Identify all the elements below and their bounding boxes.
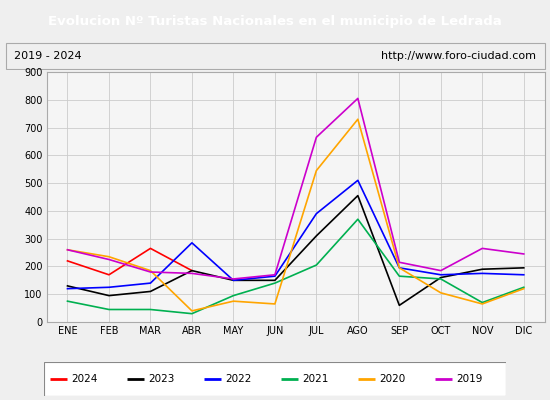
Text: 2022: 2022 — [225, 374, 251, 384]
Text: 2019: 2019 — [456, 374, 482, 384]
Text: http://www.foro-ciudad.com: http://www.foro-ciudad.com — [381, 51, 536, 61]
Text: Evolucion Nº Turistas Nacionales en el municipio de Ledrada: Evolucion Nº Turistas Nacionales en el m… — [48, 14, 502, 28]
Text: 2023: 2023 — [148, 374, 174, 384]
Text: 2024: 2024 — [71, 374, 97, 384]
Text: 2021: 2021 — [302, 374, 328, 384]
Text: 2020: 2020 — [379, 374, 405, 384]
Text: 2019 - 2024: 2019 - 2024 — [14, 51, 81, 61]
